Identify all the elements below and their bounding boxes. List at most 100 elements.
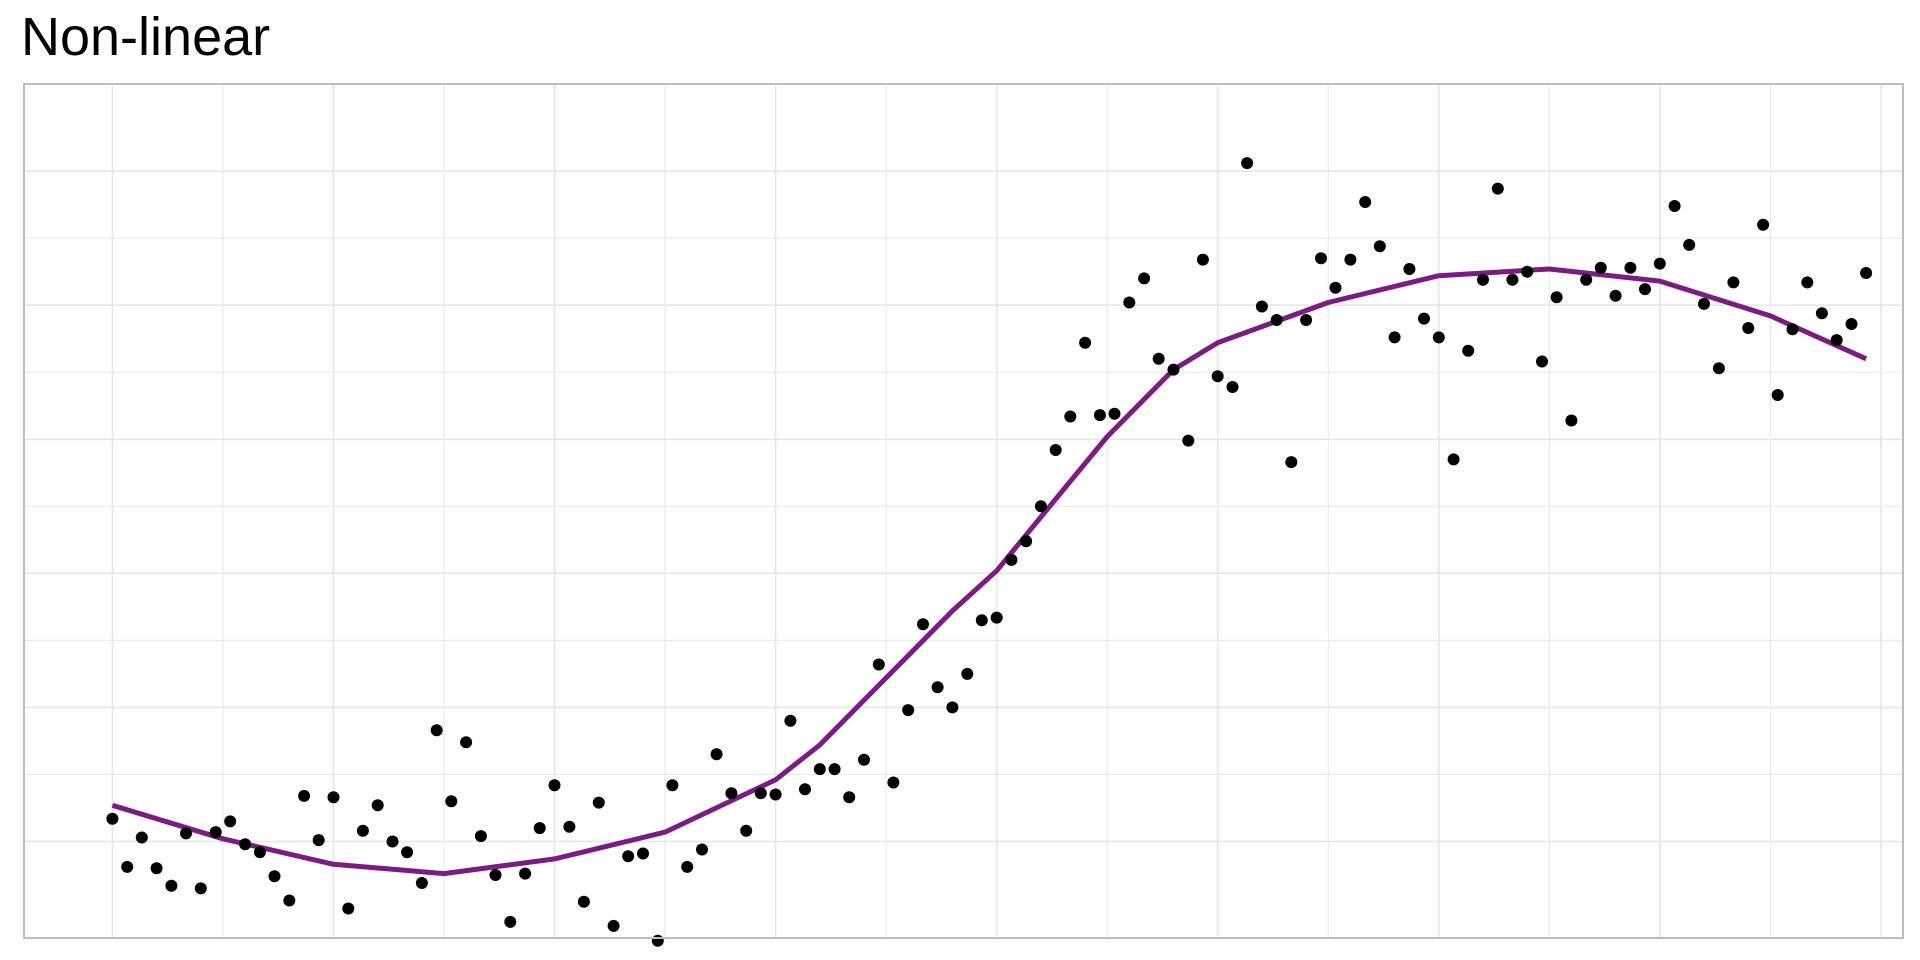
data-point — [1093, 409, 1106, 422]
data-point — [1315, 252, 1327, 265]
data-point — [460, 736, 473, 749]
data-point — [725, 787, 738, 800]
data-point — [1432, 331, 1445, 344]
data-point — [1403, 263, 1416, 275]
data-point — [961, 667, 974, 680]
data-point — [1167, 363, 1180, 376]
data-point — [1521, 265, 1534, 278]
data-point — [1462, 344, 1475, 357]
data-point — [622, 850, 635, 863]
data-point — [843, 791, 856, 804]
data-point — [1359, 196, 1372, 208]
data-point — [828, 763, 841, 776]
data-point — [710, 748, 723, 761]
data-point — [784, 714, 797, 727]
data-point — [209, 826, 222, 839]
data-point — [489, 869, 502, 881]
data-point — [1565, 414, 1578, 427]
data-point — [1005, 553, 1018, 566]
data-point — [121, 860, 134, 873]
data-point — [1757, 218, 1770, 231]
data-point — [1594, 261, 1607, 274]
data-point — [696, 843, 708, 856]
data-point — [1491, 182, 1504, 195]
chart-title: Non-linear — [21, 7, 271, 67]
data-point — [1815, 307, 1828, 320]
data-point — [1683, 238, 1696, 251]
data-point — [563, 820, 576, 833]
data-point — [445, 795, 458, 808]
data-point — [1241, 157, 1254, 170]
data-point — [607, 919, 620, 932]
data-point — [1639, 283, 1651, 296]
data-point — [1020, 535, 1033, 548]
data-point — [1506, 273, 1519, 286]
data-point — [224, 815, 237, 828]
data-point — [872, 658, 885, 671]
data-point — [858, 753, 870, 766]
data-point — [1270, 314, 1283, 326]
trend-line — [111, 266, 1868, 877]
data-point — [268, 870, 281, 883]
data-point — [165, 879, 178, 892]
data-point — [1344, 253, 1357, 266]
data-point — [769, 788, 782, 801]
data-point — [401, 846, 414, 859]
data-point — [1196, 253, 1209, 266]
data-point — [1860, 267, 1873, 279]
data-point — [356, 824, 369, 837]
data-point — [504, 915, 517, 928]
data-point — [386, 835, 399, 848]
data-point — [1373, 240, 1386, 253]
data-point — [902, 704, 915, 717]
data-point — [253, 846, 266, 859]
data-point — [474, 830, 487, 843]
data-point — [239, 838, 252, 851]
data-point — [754, 787, 767, 800]
data-point — [298, 789, 311, 802]
data-point — [917, 618, 929, 631]
data-point — [740, 824, 753, 837]
data-point — [106, 812, 119, 825]
data-point — [1226, 381, 1239, 393]
data-point — [548, 779, 561, 792]
data-point — [1550, 291, 1563, 304]
data-point — [1845, 318, 1858, 330]
data-point — [1447, 453, 1460, 466]
data-point — [180, 827, 192, 840]
data-point — [342, 902, 355, 915]
data-point — [1300, 314, 1313, 326]
data-point — [990, 611, 1003, 624]
data-point — [1668, 200, 1681, 212]
data-point — [1653, 257, 1666, 270]
data-point — [1138, 272, 1151, 285]
data-point — [1211, 370, 1224, 383]
data-point — [1079, 336, 1092, 349]
data-points — [106, 157, 1873, 947]
data-point — [651, 934, 664, 947]
data-point — [577, 895, 590, 908]
data-point — [1698, 297, 1710, 310]
data-point — [1034, 500, 1047, 513]
data-point — [1801, 276, 1814, 289]
data-point — [1786, 323, 1799, 336]
data-point — [1830, 334, 1843, 347]
data-point — [666, 779, 679, 792]
data-point — [150, 862, 163, 875]
data-point — [1609, 289, 1622, 302]
data-point — [1536, 355, 1548, 368]
data-point — [283, 894, 296, 907]
data-point — [1580, 273, 1593, 286]
data-point — [1182, 434, 1195, 447]
data-point — [519, 867, 532, 880]
data-point — [1123, 296, 1136, 309]
data-point — [1742, 322, 1755, 334]
data-point — [681, 860, 694, 873]
data-point — [931, 681, 944, 694]
data-point — [135, 831, 148, 844]
data-point — [637, 847, 649, 860]
data-point — [1477, 273, 1489, 286]
data-point — [1064, 410, 1077, 423]
gridlines — [24, 84, 1903, 938]
